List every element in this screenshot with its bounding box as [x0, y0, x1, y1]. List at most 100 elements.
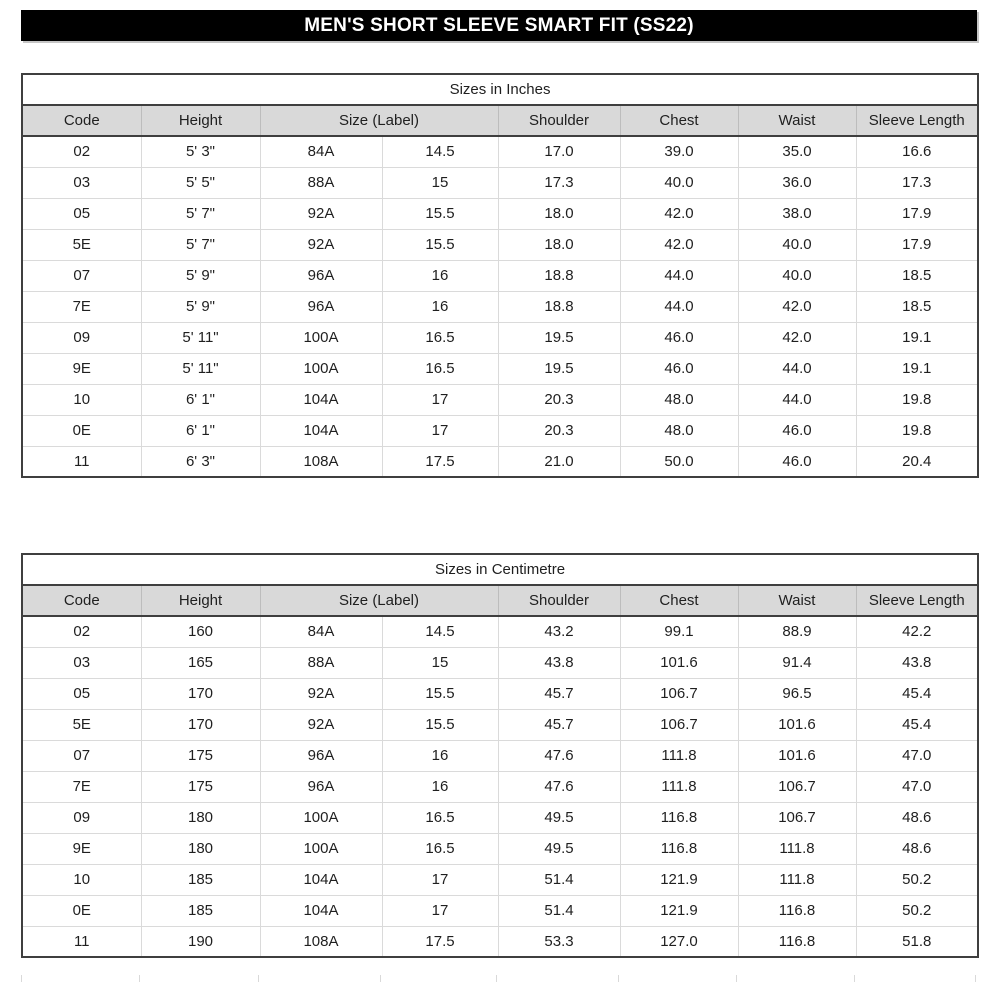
table-cell: 46.0: [738, 446, 857, 477]
table-row: 9E 180 100A 16.5 49.5 116.8 111.8 48.6: [22, 833, 979, 865]
table-cell: 10: [22, 384, 142, 416]
table-cell: 20.3: [498, 384, 621, 416]
table-cell: 92A: [260, 229, 383, 261]
table-row: 5E 5' 7" 92A 15.5 18.0 42.0 40.0 17.9: [22, 229, 979, 261]
table-cell: 5' 3": [141, 136, 261, 168]
table-cell: 42.0: [620, 198, 739, 230]
table-cell: 7E: [22, 771, 142, 803]
table-cell: 106.7: [620, 678, 739, 710]
table-cell: 17.9: [856, 229, 979, 261]
table-cell: 17.9: [856, 198, 979, 230]
table-cell: 43.2: [498, 616, 621, 648]
table-cell: 92A: [260, 198, 383, 230]
col-header-size-label: Size (Label): [260, 585, 499, 617]
table-cell: 9E: [22, 833, 142, 865]
table-row: 7E 175 96A 16 47.6 111.8 106.7 47.0: [22, 771, 979, 803]
table-row: 07 175 96A 16 47.6 111.8 101.6 47.0: [22, 740, 979, 772]
table-cell: 0E: [22, 415, 142, 447]
table-cell: 51.4: [498, 864, 621, 896]
table-cell: 84A: [260, 616, 383, 648]
table-cell: 170: [141, 678, 261, 710]
table-cell: 96.5: [738, 678, 857, 710]
table-cell: 116.8: [738, 926, 857, 957]
table-cell: 5' 7": [141, 198, 261, 230]
table-title: Sizes in Centimetre: [22, 554, 979, 586]
table-cell: 40.0: [738, 229, 857, 261]
table-cell: 92A: [260, 678, 383, 710]
table-cell: 05: [22, 678, 142, 710]
table-header-row: Code Height Size (Label) Shoulder Chest …: [22, 585, 979, 617]
table-cell: 175: [141, 771, 261, 803]
col-header-code: Code: [22, 105, 142, 137]
table-row: 10 6' 1" 104A 17 20.3 48.0 44.0 19.8: [22, 384, 979, 416]
table-row: 5E 170 92A 15.5 45.7 106.7 101.6 45.4: [22, 709, 979, 741]
table-row: 09 5' 11" 100A 16.5 19.5 46.0 42.0 19.1: [22, 322, 979, 354]
table-cell: 42.0: [620, 229, 739, 261]
table-cell: 5' 11": [141, 322, 261, 354]
table-cell: 44.0: [738, 384, 857, 416]
col-header-code: Code: [22, 585, 142, 617]
table-cell: 53.3: [498, 926, 621, 957]
table-cell: 20.4: [856, 446, 979, 477]
table-cell: 96A: [260, 291, 383, 323]
table-row: 03 5' 5" 88A 15 17.3 40.0 36.0 17.3: [22, 167, 979, 199]
table-cell: 180: [141, 802, 261, 834]
table-cell: 15.5: [382, 229, 499, 261]
table-cell: 18.8: [498, 260, 621, 292]
table-cell: 18.5: [856, 291, 979, 323]
table-row: 11 190 108A 17.5 53.3 127.0 116.8 51.8: [22, 926, 979, 957]
table-cell: 45.7: [498, 709, 621, 741]
table-cell: 100A: [260, 322, 383, 354]
col-header-size-label: Size (Label): [260, 105, 499, 137]
col-header-waist: Waist: [738, 585, 857, 617]
table-cell: 09: [22, 802, 142, 834]
table-cell: 92A: [260, 709, 383, 741]
table-cell: 42.0: [738, 291, 857, 323]
table-cell: 101.6: [738, 709, 857, 741]
col-header-waist: Waist: [738, 105, 857, 137]
table-cell: 16.5: [382, 802, 499, 834]
table-cell: 07: [22, 740, 142, 772]
table-cell: 108A: [260, 446, 383, 477]
table-cell: 50.2: [856, 895, 979, 927]
table-cell: 18.8: [498, 291, 621, 323]
table-cell: 106.7: [738, 802, 857, 834]
table-cell: 16: [382, 740, 499, 772]
table-cell: 43.8: [498, 647, 621, 679]
page-title: MEN'S SHORT SLEEVE SMART FIT (SS22): [21, 10, 977, 41]
table-cell: 48.6: [856, 802, 979, 834]
table-cell: 19.8: [856, 384, 979, 416]
table-cell: 17.0: [498, 136, 621, 168]
table-cell: 91.4: [738, 647, 857, 679]
table-cell: 190: [141, 926, 261, 957]
table-cell: 21.0: [498, 446, 621, 477]
col-header-sleeve-length: Sleeve Length: [856, 585, 979, 617]
table-cell: 05: [22, 198, 142, 230]
table-row: 11 6' 3" 108A 17.5 21.0 50.0 46.0 20.4: [22, 446, 979, 477]
table-body-inches: 02 5' 3" 84A 14.5 17.0 39.0 35.0 16.6 03 5' 5" 88A…: [22, 136, 979, 477]
table-cell: 51.8: [856, 926, 979, 957]
table-cell: 15.5: [382, 198, 499, 230]
table-cell: 17: [382, 895, 499, 927]
table-cell: 48.6: [856, 833, 979, 865]
table-cell: 5' 5": [141, 167, 261, 199]
table-cell: 47.6: [498, 771, 621, 803]
table-cell: 16.5: [382, 833, 499, 865]
table-cell: 5E: [22, 229, 142, 261]
table-cell: 5' 7": [141, 229, 261, 261]
table-cell: 9E: [22, 353, 142, 385]
table-row: 9E 5' 11" 100A 16.5 19.5 46.0 44.0 19.1: [22, 353, 979, 385]
table-cell: 104A: [260, 895, 383, 927]
table-header-row: Code Height Size (Label) Shoulder Chest …: [22, 105, 979, 137]
table-cell: 49.5: [498, 802, 621, 834]
table-cell: 47.0: [856, 771, 979, 803]
table-cell: 96A: [260, 740, 383, 772]
table-cell: 88A: [260, 647, 383, 679]
table-cell: 100A: [260, 353, 383, 385]
table-cell: 46.0: [620, 322, 739, 354]
table-cell: 20.3: [498, 415, 621, 447]
table-cell: 02: [22, 136, 142, 168]
table-row: 7E 5' 9" 96A 16 18.8 44.0 42.0 18.5: [22, 291, 979, 323]
table-cell: 50.0: [620, 446, 739, 477]
